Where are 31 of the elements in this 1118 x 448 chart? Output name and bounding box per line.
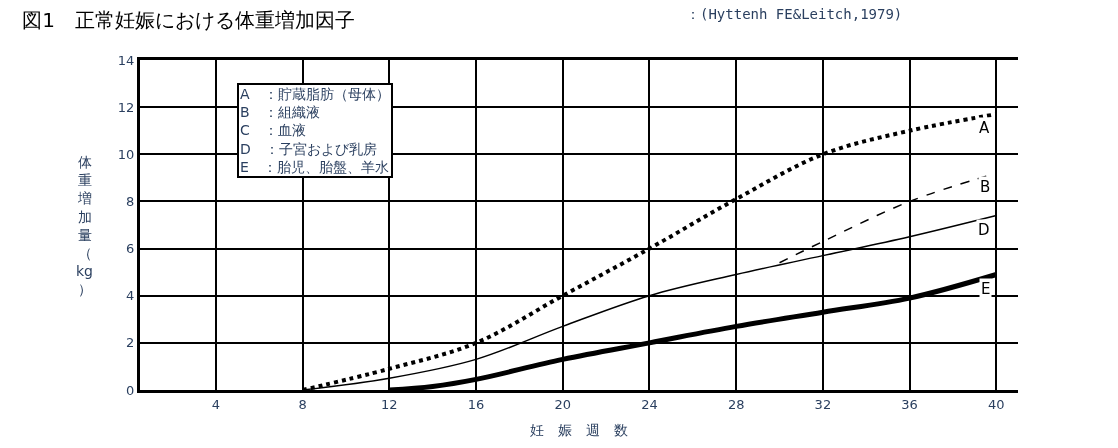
x-tick-label: 24 bbox=[641, 396, 658, 412]
annotation: B ：組織液 bbox=[240, 104, 320, 121]
y-tick-label: 4 bbox=[126, 288, 135, 304]
series-label: E bbox=[981, 280, 991, 298]
series-label: A bbox=[979, 119, 990, 137]
x-tick-label: 16 bbox=[467, 396, 485, 412]
series-label: B bbox=[980, 178, 991, 196]
x-axis-title: 妊 娠 週 数 bbox=[530, 421, 628, 438]
y-tick-label: 8 bbox=[126, 193, 135, 209]
annotation: E ：胎児、胎盤、羊水 bbox=[240, 158, 389, 175]
y-tick-label: 10 bbox=[117, 146, 135, 162]
y-tick-label: 2 bbox=[126, 335, 135, 351]
annotation: C ：血液 bbox=[240, 122, 306, 139]
y-axis-title: 体重増加量（kg） bbox=[76, 154, 93, 298]
y-tick-label: 12 bbox=[117, 99, 135, 115]
annotation: D ：子宮および乳房 bbox=[240, 140, 377, 157]
series-label: D bbox=[978, 221, 990, 239]
x-tick-label: 32 bbox=[814, 396, 832, 412]
annotation: A ：貯蔵脂肪（母体） bbox=[240, 86, 390, 102]
x-tick-label: 20 bbox=[554, 396, 572, 412]
x-tick-label: 40 bbox=[988, 396, 1005, 412]
x-tick-label: 36 bbox=[901, 396, 918, 412]
text: ：(Hyttenh FE&Leitch,1979) bbox=[686, 6, 903, 22]
x-tick-label: 8 bbox=[298, 396, 307, 412]
x-tick-label: 28 bbox=[727, 396, 745, 412]
y-tick-label: 14 bbox=[117, 52, 135, 68]
x-tick-label: 4 bbox=[211, 396, 221, 412]
y-tick-label: 6 bbox=[126, 241, 135, 257]
chart-title: 図1 正常妊娠における体重増加因子 bbox=[22, 8, 356, 33]
x-tick-label: 12 bbox=[381, 396, 398, 412]
y-tick-label: 0 bbox=[126, 382, 135, 398]
